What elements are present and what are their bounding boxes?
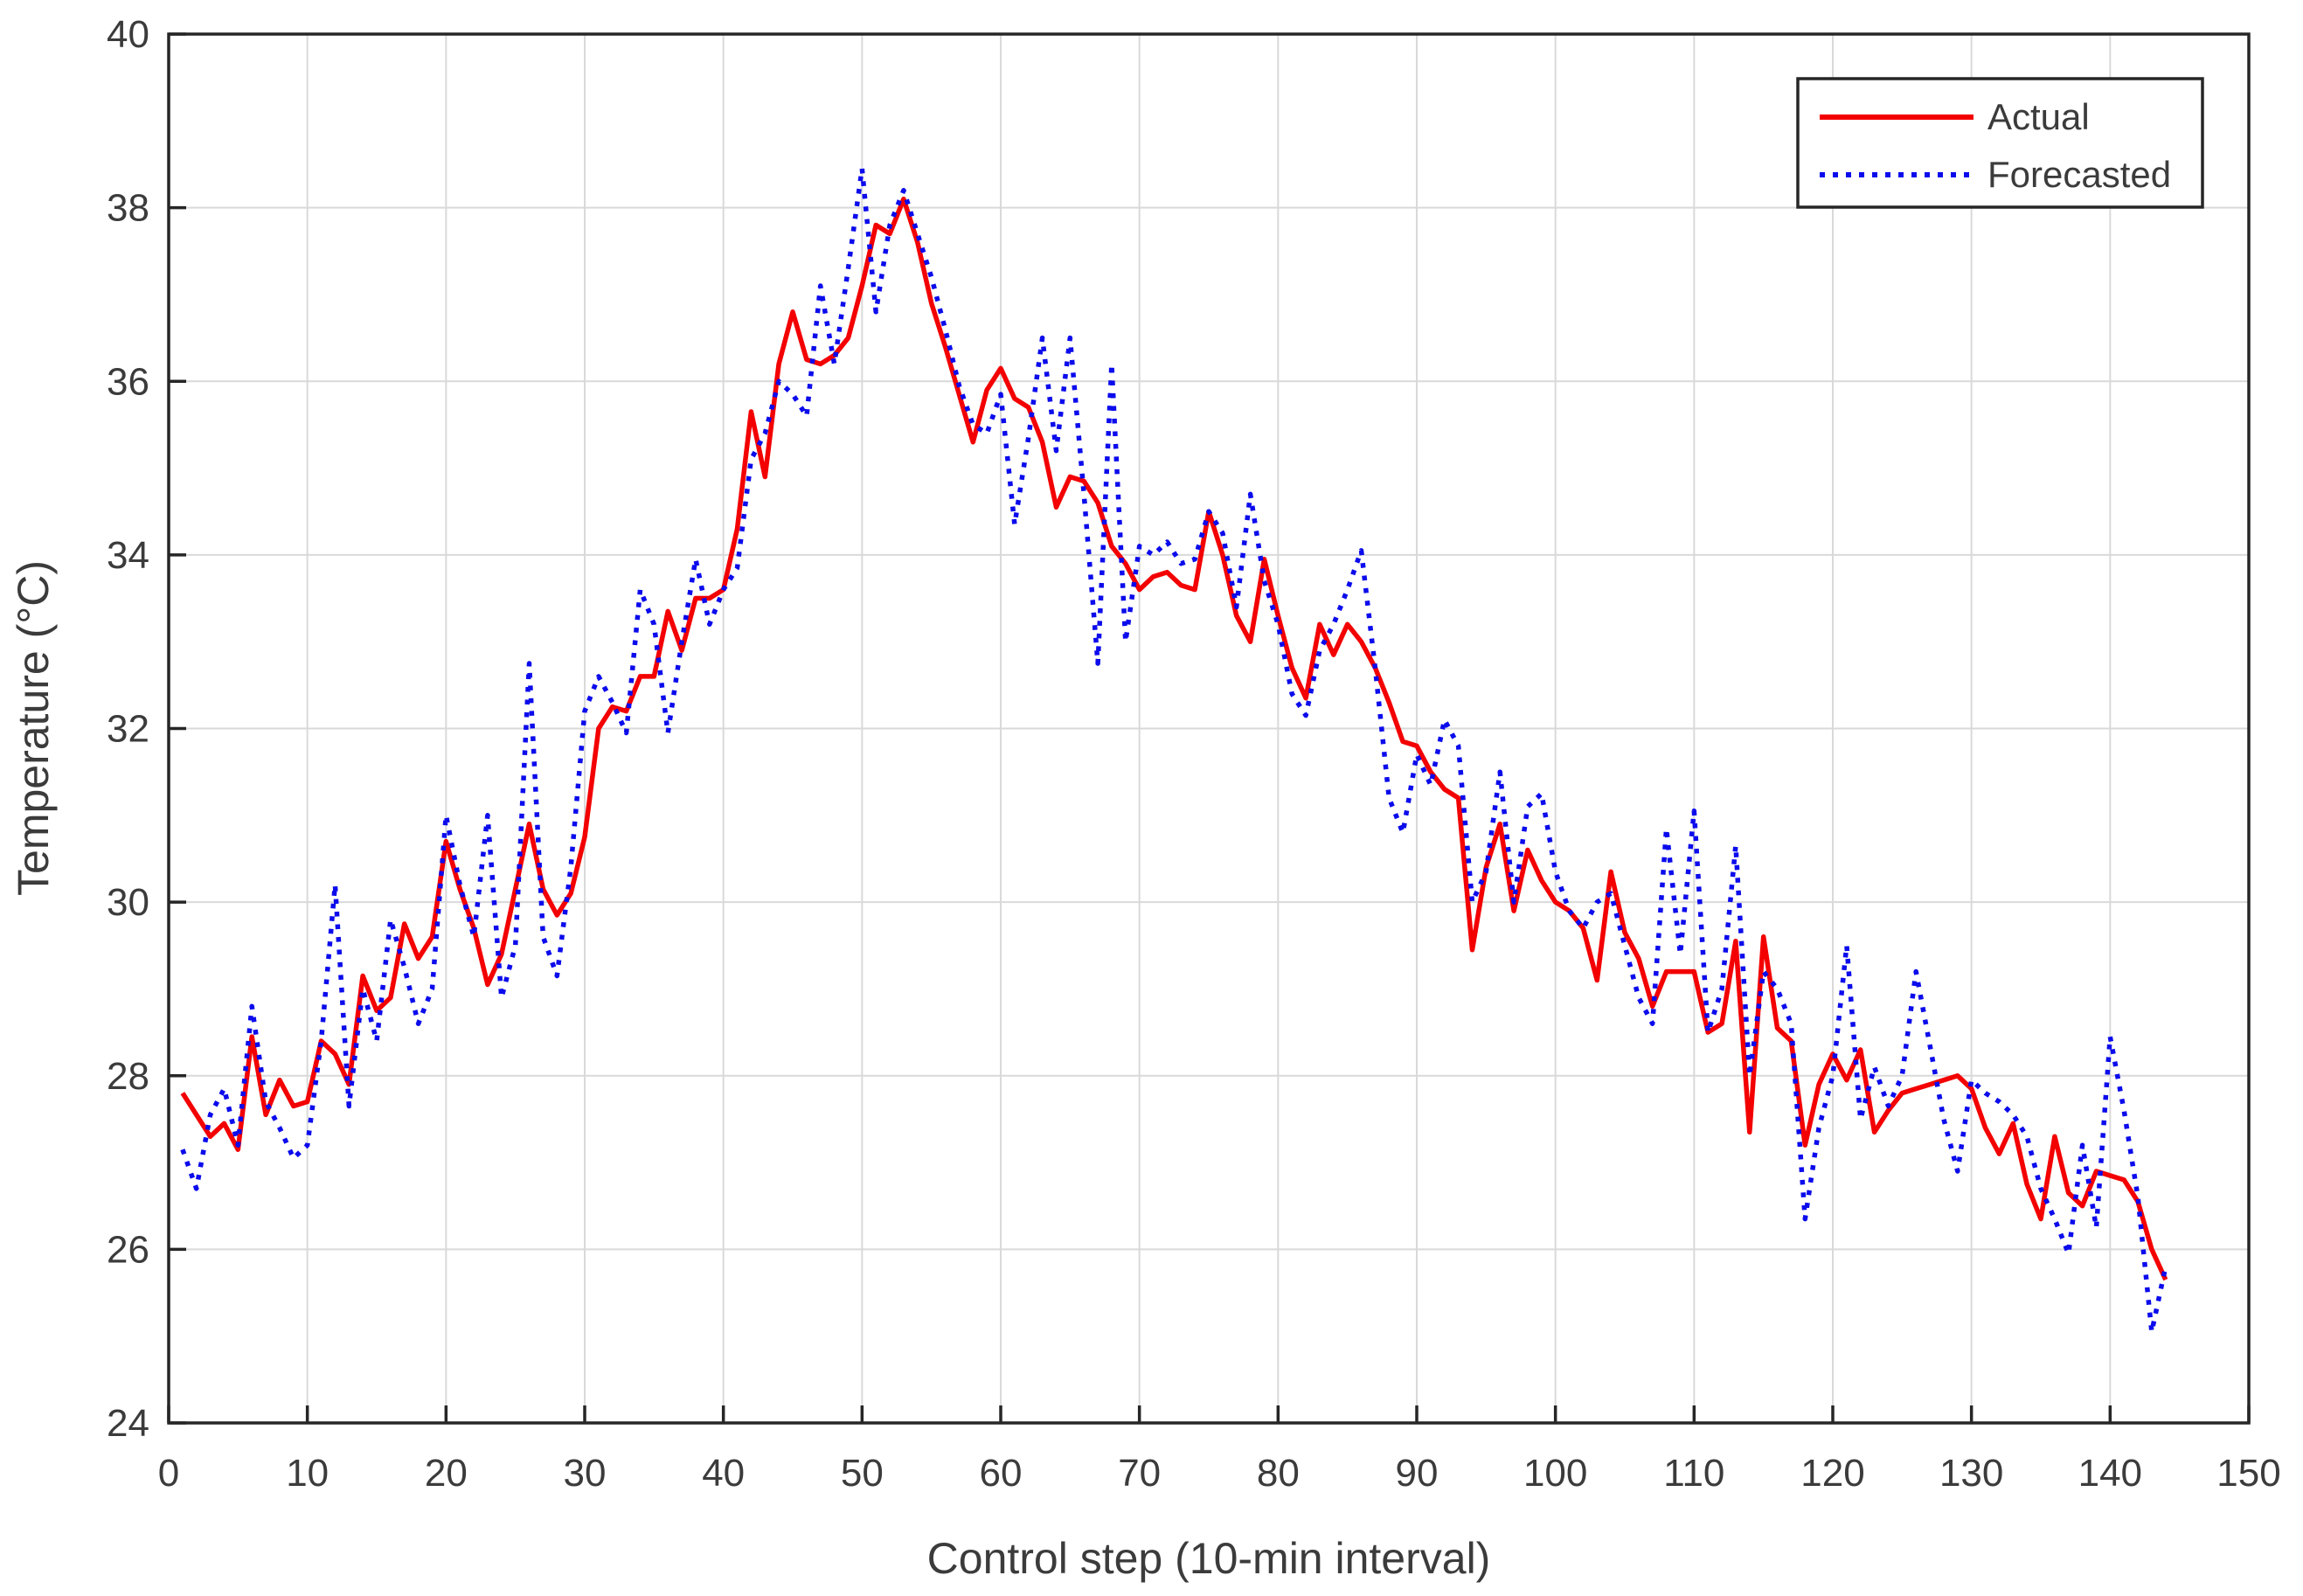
legend-box [1796, 77, 2204, 209]
y-tick-label: 32 [107, 708, 149, 751]
series-layer [180, 166, 2168, 1335]
legend-label-forecasted: Forecasted [1987, 154, 2171, 195]
y-tick-label: 40 [107, 13, 149, 56]
x-tick-label: 60 [980, 1452, 1023, 1495]
tick-layer [167, 32, 2251, 1425]
x-tick-label: 30 [564, 1452, 607, 1495]
y-tick-label: 34 [107, 534, 149, 577]
legend-label-actual: Actual [1987, 96, 2090, 137]
x-tick-label: 10 [286, 1452, 329, 1495]
y-tick-label: 36 [107, 360, 149, 403]
series-line-actual [180, 196, 2168, 1281]
y-axis-title: Temperature (°C) [9, 560, 58, 896]
x-tick-label: 120 [1800, 1452, 1864, 1495]
y-tick-label: 38 [107, 187, 149, 230]
x-axis-title: Control step (10-min interval) [927, 1534, 1491, 1583]
tick-label-layer: 0 10 20 30 40 50 60 70 80 90 100 110 120 130 140 150 24 2… [107, 13, 2281, 1495]
x-tick-label: 100 [1523, 1452, 1587, 1495]
x-tick-label: 20 [425, 1452, 468, 1495]
y-tick-label: 28 [107, 1055, 149, 1098]
x-tick-label: 70 [1118, 1452, 1161, 1495]
x-tick-label: 80 [1257, 1452, 1300, 1495]
x-tick-label: 50 [841, 1452, 884, 1495]
legend: Actual Forecasted [1796, 77, 2204, 209]
x-tick-label: 0 [158, 1452, 179, 1495]
x-tick-label: 40 [702, 1452, 745, 1495]
x-tick-label: 150 [2216, 1452, 2280, 1495]
x-tick-label: 110 [1663, 1452, 1724, 1495]
grid-layer [168, 33, 2250, 1424]
y-tick-label: 24 [107, 1402, 149, 1445]
x-tick-label: 140 [2078, 1452, 2142, 1495]
y-tick-label: 30 [107, 881, 149, 924]
series-line-forecasted [180, 166, 2168, 1335]
y-tick-label: 26 [107, 1228, 149, 1271]
x-tick-label: 130 [1939, 1452, 2003, 1495]
x-tick-label: 90 [1396, 1452, 1439, 1495]
